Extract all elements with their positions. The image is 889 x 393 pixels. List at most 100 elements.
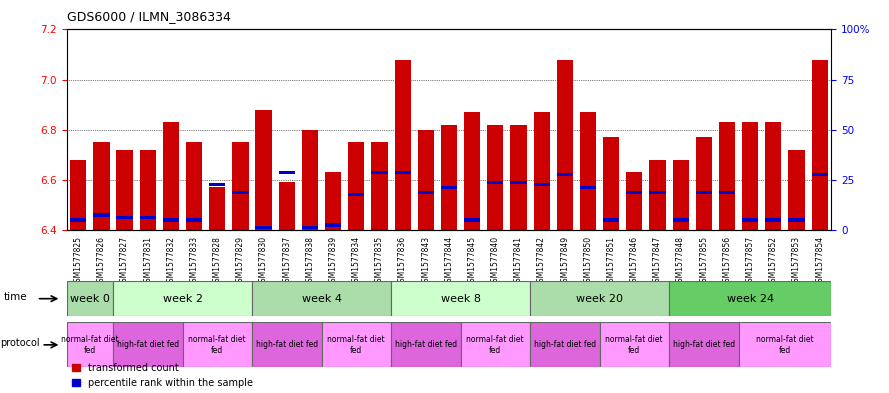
- Bar: [278, 171, 295, 174]
- Bar: [70, 218, 86, 222]
- Bar: [649, 191, 666, 194]
- Bar: [70, 160, 86, 230]
- Text: protocol: protocol: [0, 338, 40, 347]
- Bar: [487, 125, 503, 230]
- Text: week 2: week 2: [163, 294, 203, 304]
- Bar: [696, 137, 712, 230]
- Bar: [719, 191, 735, 194]
- Bar: [580, 112, 596, 230]
- Bar: [739, 322, 831, 367]
- Bar: [116, 216, 132, 219]
- Bar: [649, 160, 666, 230]
- Bar: [116, 150, 132, 230]
- Bar: [487, 181, 503, 184]
- Bar: [232, 142, 249, 230]
- Bar: [67, 281, 113, 316]
- Bar: [372, 171, 388, 174]
- Bar: [626, 191, 643, 194]
- Bar: [302, 226, 318, 229]
- Bar: [464, 112, 480, 230]
- Bar: [348, 193, 364, 196]
- Text: week 4: week 4: [301, 294, 341, 304]
- Bar: [255, 110, 272, 230]
- Bar: [186, 142, 202, 230]
- Bar: [603, 137, 620, 230]
- Text: week 24: week 24: [726, 294, 773, 304]
- Bar: [418, 191, 434, 194]
- Bar: [93, 142, 109, 230]
- Bar: [510, 125, 526, 230]
- Bar: [325, 172, 341, 230]
- Text: high-fat diet fed: high-fat diet fed: [533, 340, 596, 349]
- Bar: [603, 218, 620, 222]
- Bar: [255, 226, 272, 229]
- Bar: [391, 281, 530, 316]
- Bar: [113, 281, 252, 316]
- Text: week 0: week 0: [70, 294, 109, 304]
- Bar: [461, 322, 530, 367]
- Bar: [672, 218, 689, 222]
- Bar: [186, 218, 202, 222]
- Text: high-fat diet fed: high-fat diet fed: [673, 340, 735, 349]
- Bar: [789, 218, 805, 222]
- Bar: [812, 173, 828, 176]
- Text: high-fat diet fed: high-fat diet fed: [395, 340, 457, 349]
- Text: high-fat diet fed: high-fat diet fed: [116, 340, 179, 349]
- Bar: [765, 122, 781, 230]
- Bar: [302, 130, 318, 230]
- Text: week 20: week 20: [576, 294, 623, 304]
- Bar: [391, 322, 461, 367]
- Bar: [140, 216, 156, 219]
- Bar: [742, 122, 758, 230]
- Bar: [580, 185, 596, 189]
- Bar: [278, 182, 295, 230]
- Bar: [67, 322, 113, 367]
- Bar: [322, 322, 391, 367]
- Bar: [163, 122, 179, 230]
- Bar: [533, 183, 549, 186]
- Bar: [626, 172, 643, 230]
- Bar: [418, 130, 434, 230]
- Bar: [765, 218, 781, 222]
- Bar: [372, 142, 388, 230]
- Bar: [530, 322, 599, 367]
- Bar: [325, 223, 341, 226]
- Bar: [530, 281, 669, 316]
- Bar: [113, 322, 182, 367]
- Bar: [719, 122, 735, 230]
- Bar: [209, 187, 226, 230]
- Legend: transformed count, percentile rank within the sample: transformed count, percentile rank withi…: [71, 363, 253, 388]
- Bar: [464, 218, 480, 222]
- Text: GDS6000 / ILMN_3086334: GDS6000 / ILMN_3086334: [67, 10, 230, 23]
- Bar: [395, 171, 411, 174]
- Bar: [557, 59, 573, 230]
- Bar: [441, 125, 457, 230]
- Bar: [395, 59, 411, 230]
- Bar: [163, 218, 179, 222]
- Bar: [348, 142, 364, 230]
- Bar: [669, 281, 831, 316]
- Bar: [533, 112, 549, 230]
- Text: normal-fat diet
fed: normal-fat diet fed: [467, 335, 525, 354]
- Bar: [209, 183, 226, 186]
- Text: normal-fat diet
fed: normal-fat diet fed: [61, 335, 118, 354]
- Text: normal-fat diet
fed: normal-fat diet fed: [188, 335, 246, 354]
- Text: high-fat diet fed: high-fat diet fed: [256, 340, 318, 349]
- Bar: [789, 150, 805, 230]
- Text: normal-fat diet
fed: normal-fat diet fed: [327, 335, 385, 354]
- Bar: [742, 218, 758, 222]
- Bar: [557, 173, 573, 176]
- Text: normal-fat diet
fed: normal-fat diet fed: [756, 335, 813, 354]
- Bar: [672, 160, 689, 230]
- Bar: [669, 322, 739, 367]
- Bar: [252, 322, 322, 367]
- Bar: [510, 181, 526, 184]
- Bar: [252, 281, 391, 316]
- Bar: [441, 185, 457, 189]
- Bar: [696, 191, 712, 194]
- Text: normal-fat diet
fed: normal-fat diet fed: [605, 335, 663, 354]
- Bar: [599, 322, 669, 367]
- Text: week 8: week 8: [441, 294, 481, 304]
- Bar: [182, 322, 252, 367]
- Bar: [93, 213, 109, 217]
